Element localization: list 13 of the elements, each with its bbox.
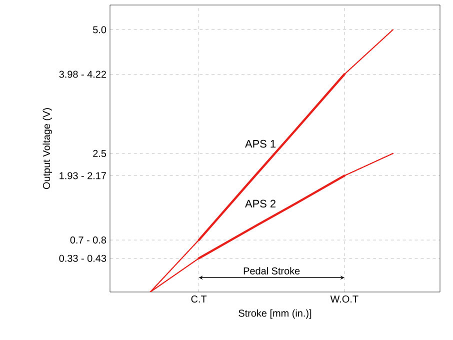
series-label: APS 2 — [245, 200, 276, 208]
y-tick-label: 5.0 — [93, 26, 106, 34]
y-tick-label: 2.5 — [93, 150, 106, 157]
x-tick-label: C.T — [191, 296, 207, 303]
annotation: Pedal Stroke — [244, 267, 300, 274]
y-tick-label: 0.7 - 0.8 — [70, 236, 106, 244]
y-tick-label: 0.33 - 0.43 — [59, 254, 106, 262]
y-tick-label: 1.93 - 2.17 — [60, 172, 106, 180]
y-axis-title: Output Voltage (V) — [42, 108, 52, 190]
series-label: APS 1 — [245, 140, 276, 148]
x-axis-title: Stroke [mm (in.)] — [238, 309, 312, 319]
y-tick-label: 3.98 - 4.22 — [59, 70, 106, 78]
x-tick-label: W.O.T — [330, 296, 358, 303]
